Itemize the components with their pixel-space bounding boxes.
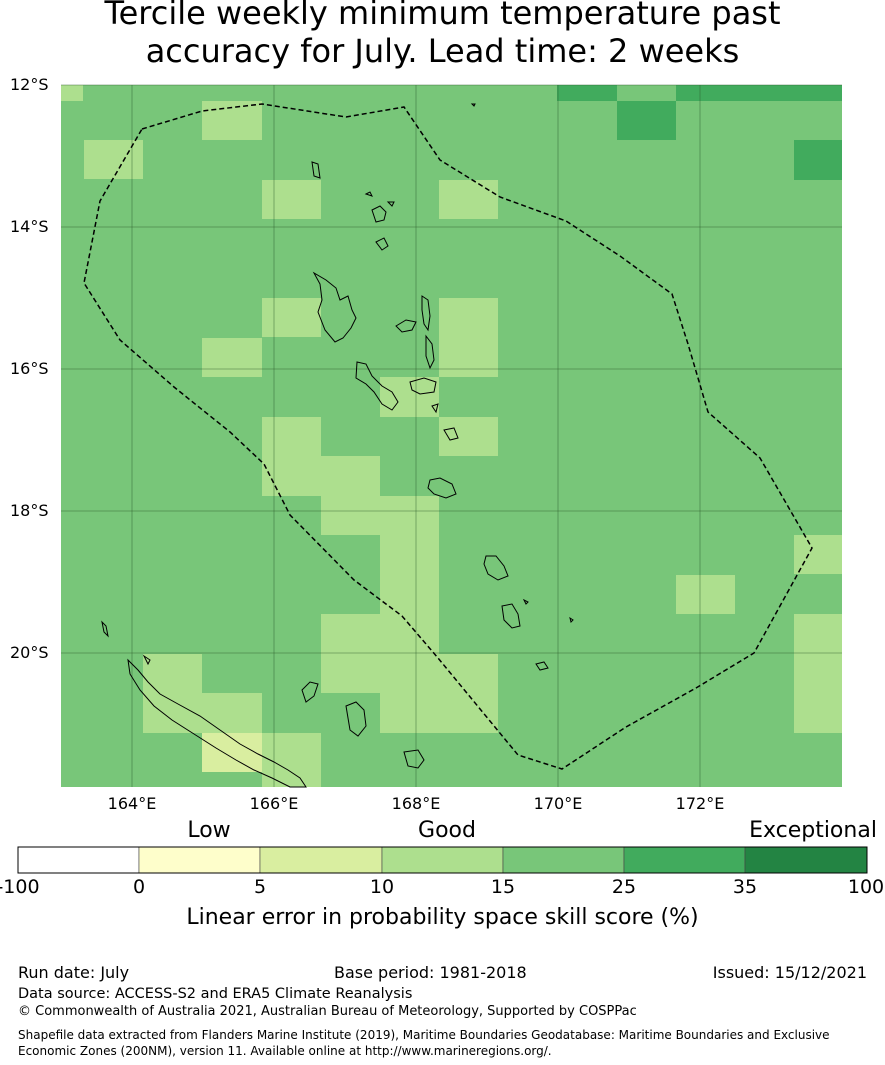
colorbar-tick: 35 [732,876,758,898]
island-epi [431,403,439,414]
title-line-1: Tercile weekly minimum temperature past [104,0,781,32]
island-small-1 [364,191,373,197]
grid-cell [676,85,842,101]
eez-boundary [83,103,813,770]
island-loyalty-2 [403,749,425,769]
base-period: Base period: 1981-2018 [334,963,527,982]
colorbar-tick: 0 [132,876,146,898]
data-source: Data source: ACCESS-S2 and ERA5 Climate … [18,986,413,1002]
colorbar-frame [17,846,868,874]
coastlines [101,103,574,788]
island-small-2 [386,201,395,207]
grid-cell [262,180,321,219]
island-gaua [375,237,389,251]
map-title: Tercile weekly minimum temperature past … [0,0,885,70]
colorbar-category-good: Good [418,818,476,843]
grid-cell [557,85,617,101]
colorbar-segment [138,846,261,874]
colorbar-tick: 25 [611,876,637,898]
colorbar-segment [17,846,140,874]
island-vanua-lava [371,205,387,223]
grid-cell [262,298,321,337]
island-efate [427,477,457,499]
colorbar-label: Linear error in probability space skill … [186,905,699,930]
grid-cell [439,180,498,219]
island-small-4 [142,654,151,666]
island-small-3 [470,103,476,107]
colorbar-segment [623,846,746,874]
colorbar-tick: 10 [369,876,395,898]
grid-cell [794,140,842,180]
island-belep [101,620,109,638]
shapefile-credit-2: Economic Zones (200NM), version 11. Avai… [18,1044,552,1058]
colorbar-tick: -100 [0,876,40,898]
copyright: © Commonwealth of Australia 2021, Austra… [18,1004,637,1019]
colorbar [17,846,868,874]
grid-cell [321,456,380,535]
lon-label: 170°E [533,794,583,813]
island-shepherds [443,427,459,441]
grid-cell [321,614,380,693]
issued-date: Issued: 15/12/2021 [712,963,867,982]
grid-cell [202,733,262,772]
colorbar-tick: 15 [490,876,516,898]
grid-cell [61,85,83,101]
island-small-5 [569,616,574,623]
island-ambrym [409,377,437,395]
lon-label: 172°E [675,794,725,813]
skill-grid [61,85,842,787]
colorbar-segment [502,846,625,874]
lon-label: 166°E [249,794,299,813]
island-new-caledonia [127,658,307,788]
grid-cell [202,338,262,377]
lon-label: 164°E [107,794,157,813]
island-tanna [501,603,521,629]
shapefile-credit-1: Shapefile data extracted from Flanders M… [18,1028,830,1042]
island-aneityum [535,661,549,671]
colorbar-segment [381,846,504,874]
grid-cell [794,535,842,574]
grid-cell [439,417,498,456]
island-erromango [483,555,509,581]
colorbar-category-exceptional: Exceptional [749,818,877,843]
grid-cell [439,298,498,377]
island-espiritu-santo [312,271,357,343]
lat-label: 18°S [10,501,49,520]
lat-label: 20°S [10,643,49,662]
lat-label: 16°S [10,359,49,378]
island-pentecost [421,295,431,332]
grid-cell [380,496,439,733]
colorbar-segment [259,846,383,874]
grid-cell [617,101,676,140]
colorbar-segment [744,846,868,874]
colorbar-tick: 100 [847,876,885,898]
island-ambae [395,319,417,333]
grid-cell [143,654,202,733]
lat-label: 12°S [10,75,49,94]
island-torres [311,161,321,179]
grid-cell [380,377,439,417]
run-date: Run date: July [18,963,130,982]
grid-cell [84,140,143,179]
island-loyalty-1 [345,701,367,737]
lon-label: 168°E [391,794,441,813]
colorbar-category-low: Low [187,818,231,843]
island-maewo [425,334,435,370]
colorbar-tick: 5 [253,876,267,898]
island-small-6 [522,598,529,605]
grid-cell [202,693,262,733]
grid-cell [262,417,321,496]
island-malekula [355,361,399,411]
grid-cell [439,654,498,733]
title-line-2: accuracy for July. Lead time: 2 weeks [145,32,740,70]
grid-cell [794,614,842,733]
island-loyalty-3 [301,681,319,703]
grid-cell [676,575,735,614]
graticule [61,84,842,787]
lat-label: 14°S [10,217,49,236]
